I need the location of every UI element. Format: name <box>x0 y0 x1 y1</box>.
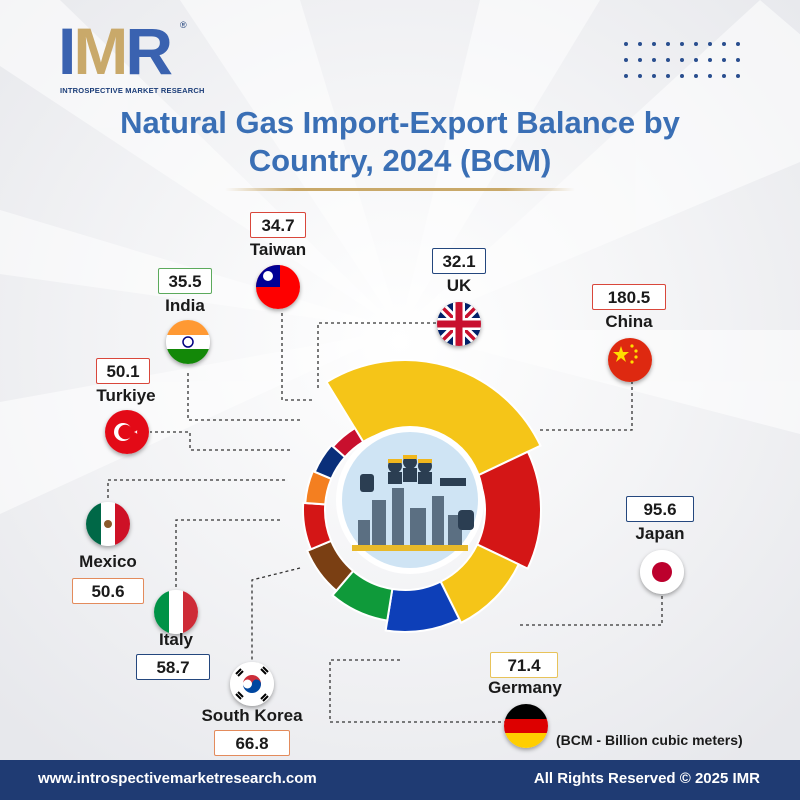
mexico-flag-icon <box>86 502 130 546</box>
leader-line-turkiye <box>150 431 290 451</box>
leader-line-china <box>540 382 633 431</box>
footer-url-link[interactable]: www.introspectivemarketresearch.com <box>38 770 317 787</box>
india-flag-icon <box>166 320 210 364</box>
value-box-mexico: 50.6 <box>72 578 144 604</box>
value-box-turkiye: 50.1 <box>96 358 150 384</box>
leader-line-india <box>187 372 300 421</box>
turkiye-flag-icon <box>105 410 149 454</box>
chart-title: Natural Gas Import-Export Balance by Cou… <box>30 104 770 180</box>
chart-title-line2: Country, 2024 (BCM) <box>248 143 552 178</box>
leader-line-taiwan <box>281 312 312 401</box>
country-label-south-korea: South Korea <box>201 706 303 725</box>
donut-slice-south-korea <box>384 580 461 633</box>
logo-registered-mark: ® <box>180 20 187 30</box>
logo-subtitle: INTROSPECTIVE MARKET RESEARCH <box>60 86 205 95</box>
value-box-uk: 32.1 <box>432 248 486 274</box>
country-label-italy: Italy <box>158 630 194 649</box>
taiwan-flag-icon <box>256 265 300 309</box>
decorative-dots <box>624 42 740 78</box>
background-rays <box>0 0 800 760</box>
value-box-india: 35.5 <box>158 268 212 294</box>
country-label-japan: Japan <box>635 524 685 543</box>
donut-slice-turkiye <box>302 501 333 551</box>
footer-copyright: All Rights Reserved © 2025 IMR <box>533 770 760 787</box>
japan-flag-icon <box>640 550 684 594</box>
value-box-china: 180.5 <box>592 284 666 310</box>
value-box-taiwan: 34.7 <box>250 212 306 238</box>
leader-line-mexico <box>107 479 285 500</box>
country-label-germany: Germany <box>488 678 562 697</box>
logo-letters: IMR <box>58 18 173 84</box>
center-illustration <box>336 426 484 574</box>
value-box-italy: 58.7 <box>136 654 210 680</box>
germany-flag-icon <box>504 704 548 748</box>
logo-letter-i: I <box>58 14 76 88</box>
leader-line-south-korea <box>251 567 301 660</box>
value-box-germany: 71.4 <box>490 652 558 678</box>
country-label-taiwan: Taiwan <box>249 240 307 259</box>
country-label-turkiye: Turkiye <box>96 386 156 405</box>
italy-flag-icon <box>154 590 198 634</box>
south-korea-flag-icon <box>230 662 274 706</box>
unit-note: (BCM - Billion cubic meters) <box>556 732 743 748</box>
footer-bar: www.introspectivemarketresearch.com All … <box>0 760 800 800</box>
logo-letter-m: M <box>73 14 128 88</box>
country-label-uk: UK <box>446 276 472 295</box>
imr-logo: IMR ® INTROSPECTIVE MARKET RESEARCH <box>58 18 204 96</box>
logo-letter-r: R <box>125 14 173 88</box>
country-label-mexico: Mexico <box>79 552 137 571</box>
china-flag-icon <box>608 338 652 382</box>
country-label-india: India <box>165 296 205 315</box>
chart-title-line1: Natural Gas Import-Export Balance by <box>120 105 680 140</box>
leader-lines <box>107 312 663 723</box>
title-underline <box>225 188 575 191</box>
donut-slices <box>302 359 542 633</box>
country-label-china: China <box>605 312 653 331</box>
value-box-south-korea: 66.8 <box>214 730 290 756</box>
leader-line-italy <box>175 519 280 590</box>
uk-flag-icon <box>437 302 481 346</box>
donut-slice-uk <box>331 426 365 459</box>
value-box-japan: 95.6 <box>626 496 694 522</box>
leader-line-japan <box>520 592 663 626</box>
